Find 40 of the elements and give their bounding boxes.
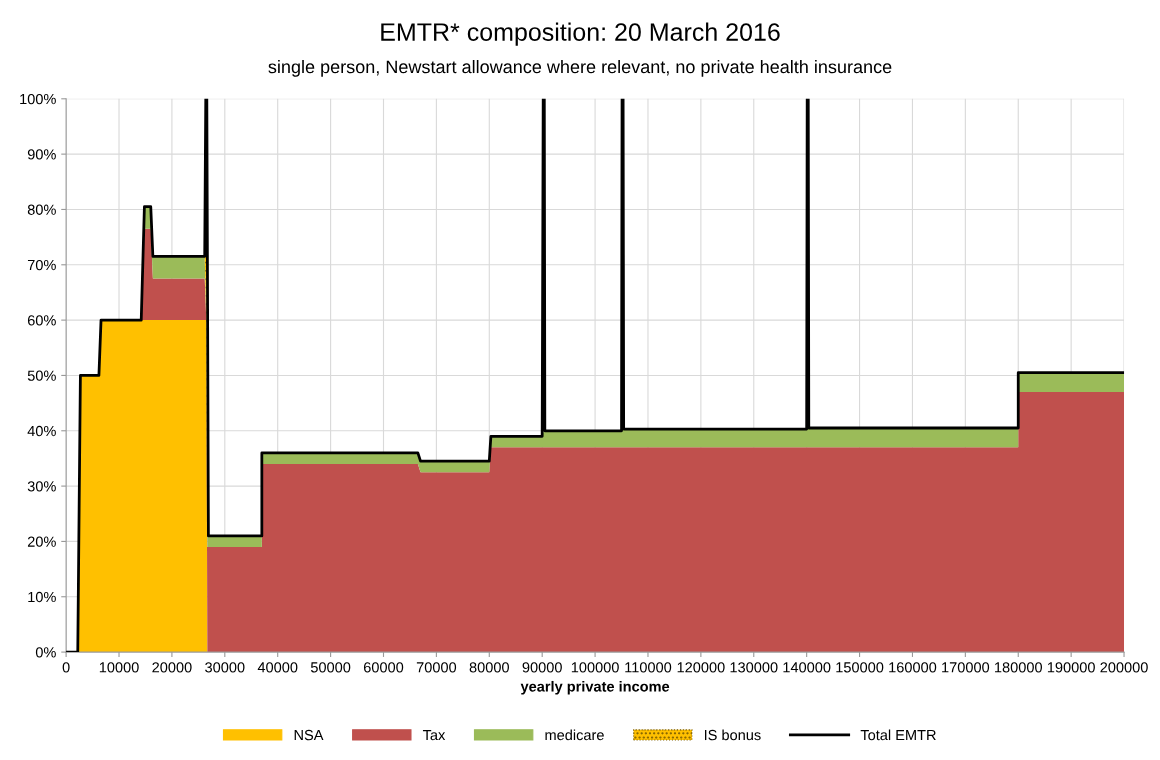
legend-label: medicare — [545, 729, 604, 741]
x-tick-label: 80000 — [469, 662, 509, 673]
chart-subtitle: single person, Newstart allowance where relevant, no private health insurance — [268, 59, 892, 77]
y-tick-label: 30% — [27, 481, 56, 492]
y-tick-label: 70% — [27, 259, 56, 271]
x-tick-label: 180000 — [995, 662, 1043, 673]
y-tick-label: 80% — [27, 204, 56, 215]
y-tick-label: 100% — [20, 93, 56, 105]
x-tick-label: 150000 — [836, 662, 884, 673]
legend-label: Total EMTR — [860, 729, 936, 741]
legend-label: IS bonus — [704, 729, 761, 741]
x-tick-label: 170000 — [942, 662, 990, 673]
x-axis-title: yearly private income — [520, 680, 670, 695]
x-tick-label: 110000 — [625, 662, 672, 673]
x-tick-label: 190000 — [1047, 662, 1095, 673]
y-tick-label: 90% — [27, 149, 56, 160]
x-tick-label: 40000 — [257, 662, 298, 673]
y-tick-label: 20% — [27, 536, 56, 547]
y-tick-label: 10% — [28, 591, 56, 603]
x-tick-label: 70000 — [416, 662, 457, 673]
x-tick-label: 50000 — [310, 662, 351, 673]
x-tick-label: 90000 — [522, 662, 562, 673]
chart-title: EMTR* composition: 20 March 2016 — [381, 22, 780, 46]
x-tick-label: 100000 — [571, 662, 619, 673]
x-tick-label: 10000 — [99, 662, 139, 673]
x-tick-label: 140000 — [783, 662, 831, 673]
legend-label: NSA — [294, 729, 324, 741]
x-tick-label: 0 — [62, 662, 70, 673]
y-tick-label: 40% — [27, 425, 56, 437]
x-tick-label: 120000 — [677, 662, 725, 673]
x-tick-label: 60000 — [363, 662, 404, 673]
x-tick-label: 160000 — [889, 662, 937, 673]
y-tick-label: 50% — [27, 370, 56, 381]
y-tick-label: 0% — [35, 647, 56, 658]
x-tick-label: 200000 — [1100, 662, 1148, 673]
x-tick-label: 30000 — [205, 662, 245, 673]
legend-label: Tax — [422, 730, 446, 741]
x-tick-label: 20000 — [152, 662, 192, 673]
x-tick-label: 130000 — [730, 662, 778, 673]
y-tick-label: 60% — [27, 315, 56, 326]
